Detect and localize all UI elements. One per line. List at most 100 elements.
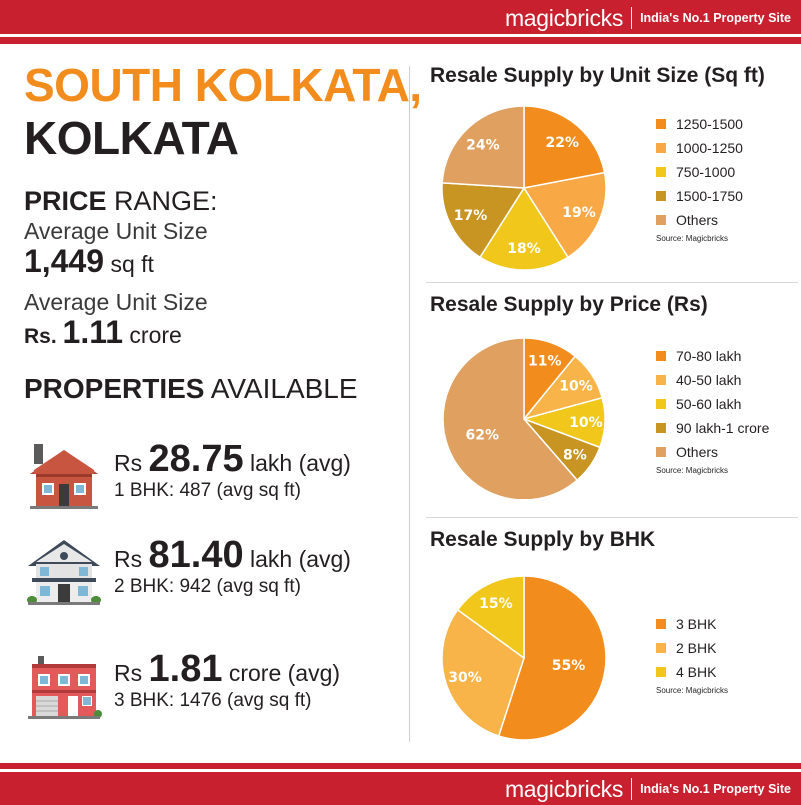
- pie-slice-label: 19%: [562, 205, 596, 221]
- pie-slice-label: 18%: [507, 241, 541, 257]
- legend-item: 50-60 lakh: [656, 392, 769, 416]
- price-prefix: Rs.: [24, 325, 63, 348]
- legend-item: 1500-1750: [656, 184, 743, 208]
- legend-label: Others: [676, 212, 719, 228]
- pie-slice: [442, 337, 579, 499]
- property-3bhk-detail: 3 BHK: 1476 (avg sq ft): [114, 690, 312, 711]
- property-3bhk-price: Rs 1.81 crore (avg): [114, 650, 340, 692]
- pie-slice-label: 55%: [552, 658, 586, 674]
- legend-item: 70-80 lakh: [656, 344, 769, 368]
- footer-bar: magicbricks India's No.1 Property Site: [0, 763, 801, 805]
- legend-item: 3 BHK: [656, 612, 728, 636]
- property-1bhk-detail: 1 BHK: 487 (avg sq ft): [114, 480, 301, 501]
- pie-slice-label: 10%: [569, 415, 603, 431]
- property-1bhk-unit: lakh (avg): [243, 450, 351, 476]
- chart-price-title: Resale Supply by Price (Rs): [430, 293, 708, 316]
- legend-label: 40-50 lakh: [676, 372, 742, 388]
- footer-logo: magicbricks: [504, 775, 624, 802]
- price-label: Average Unit Size: [24, 289, 208, 315]
- chart-source: Source: Magicbricks: [656, 466, 729, 475]
- legend-label: 50-60 lakh: [676, 396, 742, 412]
- property-2bhk-prefix: Rs: [114, 546, 149, 572]
- pie-slice-label: 17%: [454, 208, 488, 224]
- property-1bhk: Rs 28.75 lakh (avg) 1 BHK: 487 (avg sq f…: [26, 440, 351, 510]
- legend-label: 90 lakh-1 crore: [676, 420, 770, 436]
- pie-slice-label: 10%: [559, 378, 593, 394]
- legend-item: 90 lakh-1 crore: [656, 416, 769, 440]
- legend-label: 4 BHK: [676, 664, 717, 680]
- pie-slice: [497, 575, 607, 741]
- brand: magicbricks India's No.1 Property Site: [505, 4, 791, 32]
- chart-price: Resale Supply by Price (Rs) 11% 10% 10% 8% 6…: [430, 293, 800, 508]
- pie-slice: [441, 105, 525, 189]
- column-divider: [409, 66, 410, 742]
- property-1bhk-prefix: Rs: [114, 450, 149, 476]
- chart-unit-size-pie: 22% 19% 18% 17% 24%: [441, 105, 607, 270]
- legend-label: 3 BHK: [676, 616, 717, 632]
- legend-item: 1000-1250: [656, 136, 743, 160]
- pie-slice-label: 30%: [448, 670, 482, 686]
- pie-slice: [523, 105, 606, 189]
- pie-slice: [441, 608, 525, 737]
- chart-bhk: Resale Supply by BHK 55% 30% 15% 3 BHK 2 B…: [430, 528, 800, 748]
- chart-bhk-legend: 3 BHK 2 BHK 4 BHK Source: Magicbricks: [656, 612, 728, 695]
- unit-size-label: Average Unit Size: [24, 218, 208, 244]
- legend-label: 750-1000: [676, 164, 736, 180]
- header-bar: magicbricks India's No.1 Property Site: [0, 0, 801, 44]
- footer-tagline: India's No.1 Property Site: [640, 782, 791, 796]
- legend-label: Others: [676, 444, 719, 460]
- price-range-heading: PRICE RANGE:: [24, 186, 396, 217]
- house-icon: [30, 444, 98, 509]
- pie-slice-label: 11%: [528, 354, 562, 370]
- price-value: 1.11: [62, 314, 124, 350]
- pie-slice: [456, 575, 525, 660]
- property-2bhk-value: 81.40: [148, 534, 244, 576]
- property-2bhk-price: Rs 81.40 lakh (avg): [114, 536, 351, 578]
- properties-heading-bold: PROPERTIES: [24, 373, 205, 404]
- building-icon: [28, 656, 102, 719]
- pie-slice-label: 24%: [466, 137, 500, 153]
- price-value-line: Rs. 1.11 crore: [24, 314, 396, 351]
- villa-icon: [27, 540, 101, 605]
- pie-slice: [479, 186, 569, 270]
- legend-swatch: [656, 191, 666, 201]
- property-2bhk: Rs 81.40 lakh (avg) 2 BHK: 942 (avg sq f…: [26, 536, 351, 606]
- chart-divider-1: [426, 282, 798, 283]
- logo: magicbricks: [504, 4, 624, 31]
- price-range-heading-rest: RANGE:: [106, 186, 218, 216]
- property-3bhk-unit: crore (avg): [222, 660, 341, 686]
- property-1bhk-value: 28.75: [148, 438, 244, 480]
- legend-swatch: [656, 167, 666, 177]
- legend-swatch: [656, 643, 666, 653]
- legend-swatch: [656, 351, 666, 361]
- pie-slice: [441, 182, 526, 259]
- chart-unit-size-legend: 1250-1500 1000-1250 750-1000 1500-1750 O…: [656, 112, 743, 243]
- legend-swatch: [656, 619, 666, 629]
- chart-unit-size-title: Resale Supply by Unit Size (Sq ft): [430, 64, 765, 87]
- legend-label: 2 BHK: [676, 640, 717, 656]
- legend-item: Others: [656, 208, 743, 232]
- chart-price-legend: 70-80 lakh 40-50 lakh 50-60 lakh 90 lakh…: [656, 344, 769, 475]
- legend-item: 40-50 lakh: [656, 368, 769, 392]
- header-stripe: [0, 34, 801, 37]
- legend-swatch: [656, 423, 666, 433]
- pie-slice-label: 22%: [545, 135, 579, 151]
- property-3bhk: Rs 1.81 crore (avg) 3 BHK: 1476 (avg sq …: [26, 650, 340, 720]
- legend-label: 70-80 lakh: [676, 348, 742, 364]
- unit-size-value: 1,449: [24, 243, 105, 279]
- property-1bhk-price: Rs 28.75 lakh (avg): [114, 440, 351, 482]
- price-unit: crore: [123, 322, 182, 348]
- legend-label: 1250-1500: [676, 116, 743, 132]
- pie-slice-label: 15%: [479, 596, 513, 612]
- legend-item: 750-1000: [656, 160, 743, 184]
- left-column: SOUTH KOLKATA, KOLKATA PRICE RANGE: Aver…: [24, 58, 422, 405]
- tagline: India's No.1 Property Site: [640, 11, 791, 25]
- pie-slice-label: 62%: [466, 428, 500, 444]
- footer-brand: magicbricks India's No.1 Property Site: [505, 775, 791, 803]
- unit-size-value-line: 1,449 sq ft: [24, 243, 396, 280]
- properties-heading-rest: AVAILABLE: [204, 373, 358, 404]
- chart-price-pie: 11% 10% 10% 8% 62%: [442, 337, 606, 499]
- properties-heading: PROPERTIES AVAILABLE: [24, 373, 396, 405]
- legend-item: 2 BHK: [656, 636, 728, 660]
- legend-item: 1250-1500: [656, 112, 743, 136]
